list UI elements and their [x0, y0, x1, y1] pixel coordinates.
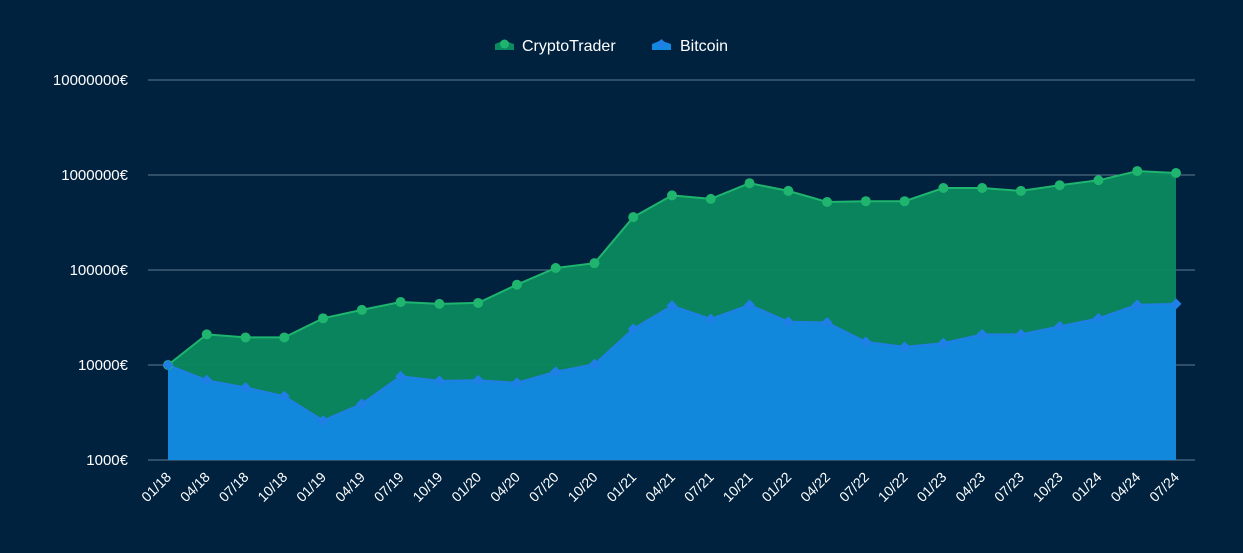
- point-cryptotrader[interactable]: [318, 313, 329, 324]
- x-tick-label: 04/19: [332, 469, 368, 505]
- legend[interactable]: CryptoTrader Bitcoin: [495, 38, 728, 55]
- point-cryptotrader[interactable]: [977, 182, 988, 193]
- point-bitcoin[interactable]: [1170, 298, 1182, 310]
- x-tick-label: 01/21: [603, 469, 639, 505]
- y-tick-label: 10000€: [78, 357, 129, 374]
- area-bitcoin: [168, 303, 1176, 460]
- y-tick-label: 10000000€: [53, 72, 129, 89]
- point-cryptotrader[interactable]: [1054, 180, 1065, 191]
- legend-label: CryptoTrader: [522, 38, 616, 55]
- x-tick-label: 07/21: [681, 469, 717, 505]
- point-bitcoin[interactable]: [588, 358, 600, 370]
- point-bitcoin[interactable]: [1092, 312, 1104, 324]
- y-axis-ticks: 1000€ 10000€ 100000€ 1000000€ 10000000€: [53, 72, 129, 469]
- point-cryptotrader[interactable]: [783, 185, 794, 196]
- x-tick-label: 04/23: [952, 469, 988, 505]
- point-cryptotrader[interactable]: [356, 304, 367, 315]
- x-tick-label: 04/24: [1107, 469, 1143, 505]
- legend-item-bitcoin[interactable]: Bitcoin: [652, 38, 728, 55]
- point-bitcoin[interactable]: [1015, 328, 1027, 340]
- x-tick-label: 10/21: [720, 469, 756, 505]
- x-tick-label: 10/18: [254, 469, 290, 505]
- point-bitcoin[interactable]: [511, 377, 523, 389]
- point-cryptotrader[interactable]: [822, 196, 833, 207]
- point-cryptotrader[interactable]: [473, 297, 484, 308]
- point-cryptotrader[interactable]: [667, 190, 677, 201]
- point-bitcoin[interactable]: [433, 375, 445, 387]
- x-tick-label: 01/24: [1068, 469, 1104, 505]
- point-cryptotrader[interactable]: [1093, 175, 1104, 186]
- point-cryptotrader[interactable]: [705, 193, 716, 204]
- x-tick-label: 07/20: [526, 469, 562, 505]
- point-cryptotrader[interactable]: [1171, 167, 1181, 178]
- x-tick-label: 01/22: [758, 469, 794, 505]
- point-cryptotrader[interactable]: [1015, 185, 1026, 196]
- x-tick-label: 04/21: [642, 469, 678, 505]
- point-bitcoin[interactable]: [860, 336, 872, 348]
- point-bitcoin[interactable]: [666, 300, 678, 312]
- point-cryptotrader[interactable]: [938, 182, 949, 193]
- point-cryptotrader[interactable]: [744, 178, 755, 189]
- legend-label: Bitcoin: [680, 38, 728, 55]
- point-bitcoin[interactable]: [162, 359, 174, 371]
- x-tick-label: 07/18: [216, 469, 252, 505]
- point-bitcoin[interactable]: [627, 323, 639, 335]
- point-bitcoin[interactable]: [937, 337, 949, 349]
- x-tick-label: 01/18: [138, 469, 174, 505]
- x-tick-label: 10/22: [875, 469, 911, 505]
- point-bitcoin[interactable]: [240, 381, 252, 393]
- point-bitcoin[interactable]: [782, 316, 794, 328]
- point-cryptotrader[interactable]: [1132, 166, 1143, 177]
- x-tick-label: 01/20: [448, 469, 484, 505]
- y-tick-label: 1000000€: [61, 167, 128, 184]
- point-cryptotrader[interactable]: [395, 297, 406, 308]
- legend-marker: [500, 39, 509, 49]
- point-cryptotrader[interactable]: [511, 279, 522, 290]
- x-tick-label: 07/24: [1146, 469, 1182, 505]
- x-tick-label: 01/23: [913, 469, 949, 505]
- point-cryptotrader[interactable]: [899, 196, 910, 207]
- x-tick-label: 10/20: [564, 469, 600, 505]
- point-bitcoin[interactable]: [472, 374, 484, 386]
- y-tick-label: 100000€: [70, 262, 129, 279]
- series-markers: [162, 166, 1182, 427]
- point-bitcoin[interactable]: [899, 341, 911, 353]
- x-tick-label: 04/18: [177, 469, 213, 505]
- point-bitcoin[interactable]: [317, 415, 329, 427]
- point-cryptotrader[interactable]: [201, 329, 212, 340]
- x-tick-label: 01/19: [293, 469, 329, 505]
- point-cryptotrader[interactable]: [434, 298, 445, 309]
- x-tick-label: 07/22: [836, 469, 872, 505]
- legend-marker: [656, 39, 667, 49]
- point-cryptotrader[interactable]: [628, 212, 639, 223]
- y-tick-label: 1000€: [86, 452, 128, 469]
- point-bitcoin[interactable]: [356, 398, 368, 410]
- x-tick-label: 04/22: [797, 469, 833, 505]
- point-bitcoin[interactable]: [1054, 320, 1066, 332]
- point-bitcoin[interactable]: [201, 374, 213, 386]
- x-tick-label: 04/20: [487, 469, 523, 505]
- x-tick-label: 10/19: [409, 469, 445, 505]
- x-axis-ticks: 01/18 04/18 07/18 10/18 01/19 04/19 07/19 10/19…: [138, 469, 1182, 505]
- point-bitcoin[interactable]: [976, 328, 988, 340]
- x-tick-label: 07/23: [991, 469, 1027, 505]
- point-cryptotrader[interactable]: [589, 258, 600, 269]
- x-tick-label: 07/19: [371, 469, 407, 505]
- point-bitcoin[interactable]: [1131, 299, 1143, 311]
- x-tick-label: 10/23: [1030, 469, 1066, 505]
- point-bitcoin[interactable]: [744, 299, 756, 311]
- point-cryptotrader[interactable]: [550, 262, 561, 273]
- legend-item-cryptotrader[interactable]: CryptoTrader: [495, 38, 616, 55]
- point-bitcoin[interactable]: [821, 317, 833, 329]
- point-cryptotrader[interactable]: [860, 196, 871, 207]
- point-cryptotrader[interactable]: [279, 332, 290, 343]
- point-bitcoin[interactable]: [550, 366, 562, 378]
- point-bitcoin[interactable]: [395, 370, 407, 382]
- point-cryptotrader[interactable]: [240, 332, 251, 343]
- point-bitcoin[interactable]: [705, 313, 717, 325]
- point-bitcoin[interactable]: [278, 390, 290, 402]
